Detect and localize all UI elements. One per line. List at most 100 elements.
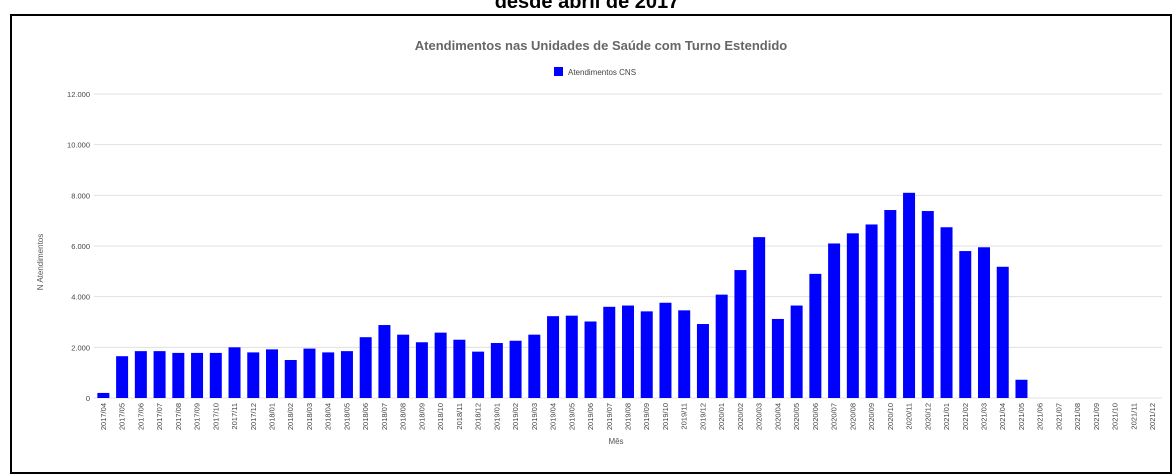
x-tick-label: 2020/01: [717, 403, 726, 430]
y-axis-ticks: 0 2.000 4.000 6.000 8.000 10.000 12.000: [67, 90, 90, 403]
x-tick-label: 2018/05: [342, 403, 351, 430]
x-tick-label: 2020/05: [792, 403, 801, 430]
x-tick-label: 2019/06: [586, 403, 595, 430]
bar-2020-07[interactable]: [828, 243, 841, 398]
bar-2021-05[interactable]: [1015, 379, 1028, 398]
bar-2019-01[interactable]: [490, 343, 503, 398]
bar-2020-08[interactable]: [846, 233, 859, 398]
bar-2020-06[interactable]: [809, 273, 822, 398]
x-tick-label: 2019/10: [661, 403, 670, 430]
bar-2018-06[interactable]: [359, 337, 372, 398]
bar-2020-05[interactable]: [790, 305, 803, 398]
legend-swatch: [554, 67, 563, 76]
x-tick-label: 2017/07: [155, 403, 164, 430]
bar-2018-09[interactable]: [415, 342, 428, 398]
x-tick-label: 2020/07: [830, 403, 839, 430]
bar-2017-05[interactable]: [116, 356, 129, 398]
x-tick-label: 2018/07: [380, 403, 389, 430]
bars: [97, 192, 1028, 398]
bar-2019-11[interactable]: [678, 310, 691, 398]
bar-2019-09[interactable]: [640, 311, 653, 398]
bar-2019-08[interactable]: [622, 305, 634, 398]
y-tick-label: 12.000: [67, 90, 90, 99]
bar-2018-08[interactable]: [397, 334, 410, 398]
x-tick-label: 2019/04: [549, 403, 558, 430]
x-tick-label: 2018/04: [324, 403, 333, 430]
bar-2018-12[interactable]: [472, 351, 485, 398]
x-tick-label: 2021/07: [1054, 403, 1063, 430]
bar-2018-04[interactable]: [322, 352, 335, 398]
legend[interactable]: Atendimentos CNS: [554, 67, 636, 77]
x-tick-label: 2019/11: [680, 403, 689, 430]
y-tick-label: 2.000: [71, 343, 90, 352]
bar-2019-04[interactable]: [547, 316, 560, 398]
bar-2020-01[interactable]: [715, 294, 728, 398]
x-tick-label: 2020/08: [848, 403, 857, 430]
bar-2017-09[interactable]: [191, 352, 204, 398]
bar-2018-01[interactable]: [266, 349, 278, 398]
bar-2019-12[interactable]: [696, 324, 709, 398]
gridlines: [94, 93, 1162, 399]
x-tick-label: 2018/06: [361, 403, 370, 430]
x-tick-label: 2020/03: [755, 403, 764, 430]
x-tick-label: 2019/05: [567, 403, 576, 430]
x-tick-label: 2017/08: [174, 403, 183, 430]
bar-2018-02[interactable]: [284, 360, 297, 398]
bar-2020-04[interactable]: [771, 318, 784, 398]
y-axis-label: N Atendimentos: [36, 234, 45, 290]
x-tick-label: 2021/02: [961, 403, 970, 430]
bar-2017-06[interactable]: [134, 351, 147, 398]
x-tick-label: 2021/01: [942, 403, 951, 430]
x-tick-label: 2017/10: [211, 403, 220, 430]
bar-2019-05[interactable]: [565, 315, 578, 398]
x-tick-label: 2020/12: [923, 403, 932, 430]
x-tick-label: 2021/10: [1111, 403, 1120, 430]
bar-2020-11[interactable]: [903, 192, 916, 398]
x-tick-label: 2021/05: [1017, 403, 1026, 430]
bar-2019-06[interactable]: [584, 321, 597, 398]
y-tick-label: 8.000: [71, 191, 90, 200]
bar-2020-12[interactable]: [921, 211, 934, 398]
bar-2020-10[interactable]: [884, 210, 897, 398]
bar-2018-10[interactable]: [434, 332, 447, 398]
x-tick-label: 2018/01: [268, 403, 277, 430]
bar-2019-03[interactable]: [528, 334, 541, 398]
bar-2017-08[interactable]: [172, 352, 185, 398]
x-tick-label: 2018/09: [417, 403, 426, 430]
page-heading: desde abril de 2017: [494, 0, 680, 13]
x-tick-label: 2018/10: [436, 403, 445, 430]
x-tick-label: 2017/05: [118, 403, 127, 430]
x-tick-label: 2021/03: [980, 403, 989, 430]
x-tick-label: 2021/09: [1092, 403, 1101, 430]
x-tick-label: 2017/06: [136, 403, 145, 430]
y-tick-label: 10.000: [67, 141, 90, 150]
bar-2019-02[interactable]: [509, 340, 522, 398]
bar-2021-04[interactable]: [996, 266, 1009, 398]
x-tick-label: 2020/09: [867, 403, 876, 430]
bar-2020-03[interactable]: [753, 237, 766, 398]
bar-2021-01[interactable]: [940, 227, 953, 398]
bar-2018-11[interactable]: [453, 339, 466, 398]
bar-2018-03[interactable]: [303, 348, 316, 398]
x-axis-label: Mês: [608, 437, 623, 446]
bar-2018-05[interactable]: [340, 351, 353, 398]
y-tick-label: 6.000: [71, 242, 90, 251]
bar-2017-07[interactable]: [153, 351, 166, 398]
x-tick-label: 2018/08: [399, 403, 408, 430]
bar-2019-10[interactable]: [659, 302, 672, 398]
bar-2017-10[interactable]: [209, 352, 222, 398]
bar-2017-12[interactable]: [247, 352, 260, 398]
x-tick-label: 2020/02: [736, 403, 745, 430]
bar-2021-02[interactable]: [959, 251, 972, 398]
x-tick-label: 2021/06: [1036, 403, 1045, 430]
bar-2018-07[interactable]: [378, 325, 391, 398]
x-tick-label: 2020/10: [886, 403, 895, 430]
bar-2020-09[interactable]: [865, 224, 878, 398]
x-tick-label: 2020/11: [905, 403, 914, 430]
bar-2020-02[interactable]: [734, 270, 747, 398]
bar-2019-07[interactable]: [603, 306, 616, 398]
bar-2017-04[interactable]: [97, 392, 110, 398]
legend-label: Atendimentos CNS: [568, 68, 636, 77]
bar-2021-03[interactable]: [978, 247, 990, 398]
bar-2017-11[interactable]: [228, 347, 241, 398]
